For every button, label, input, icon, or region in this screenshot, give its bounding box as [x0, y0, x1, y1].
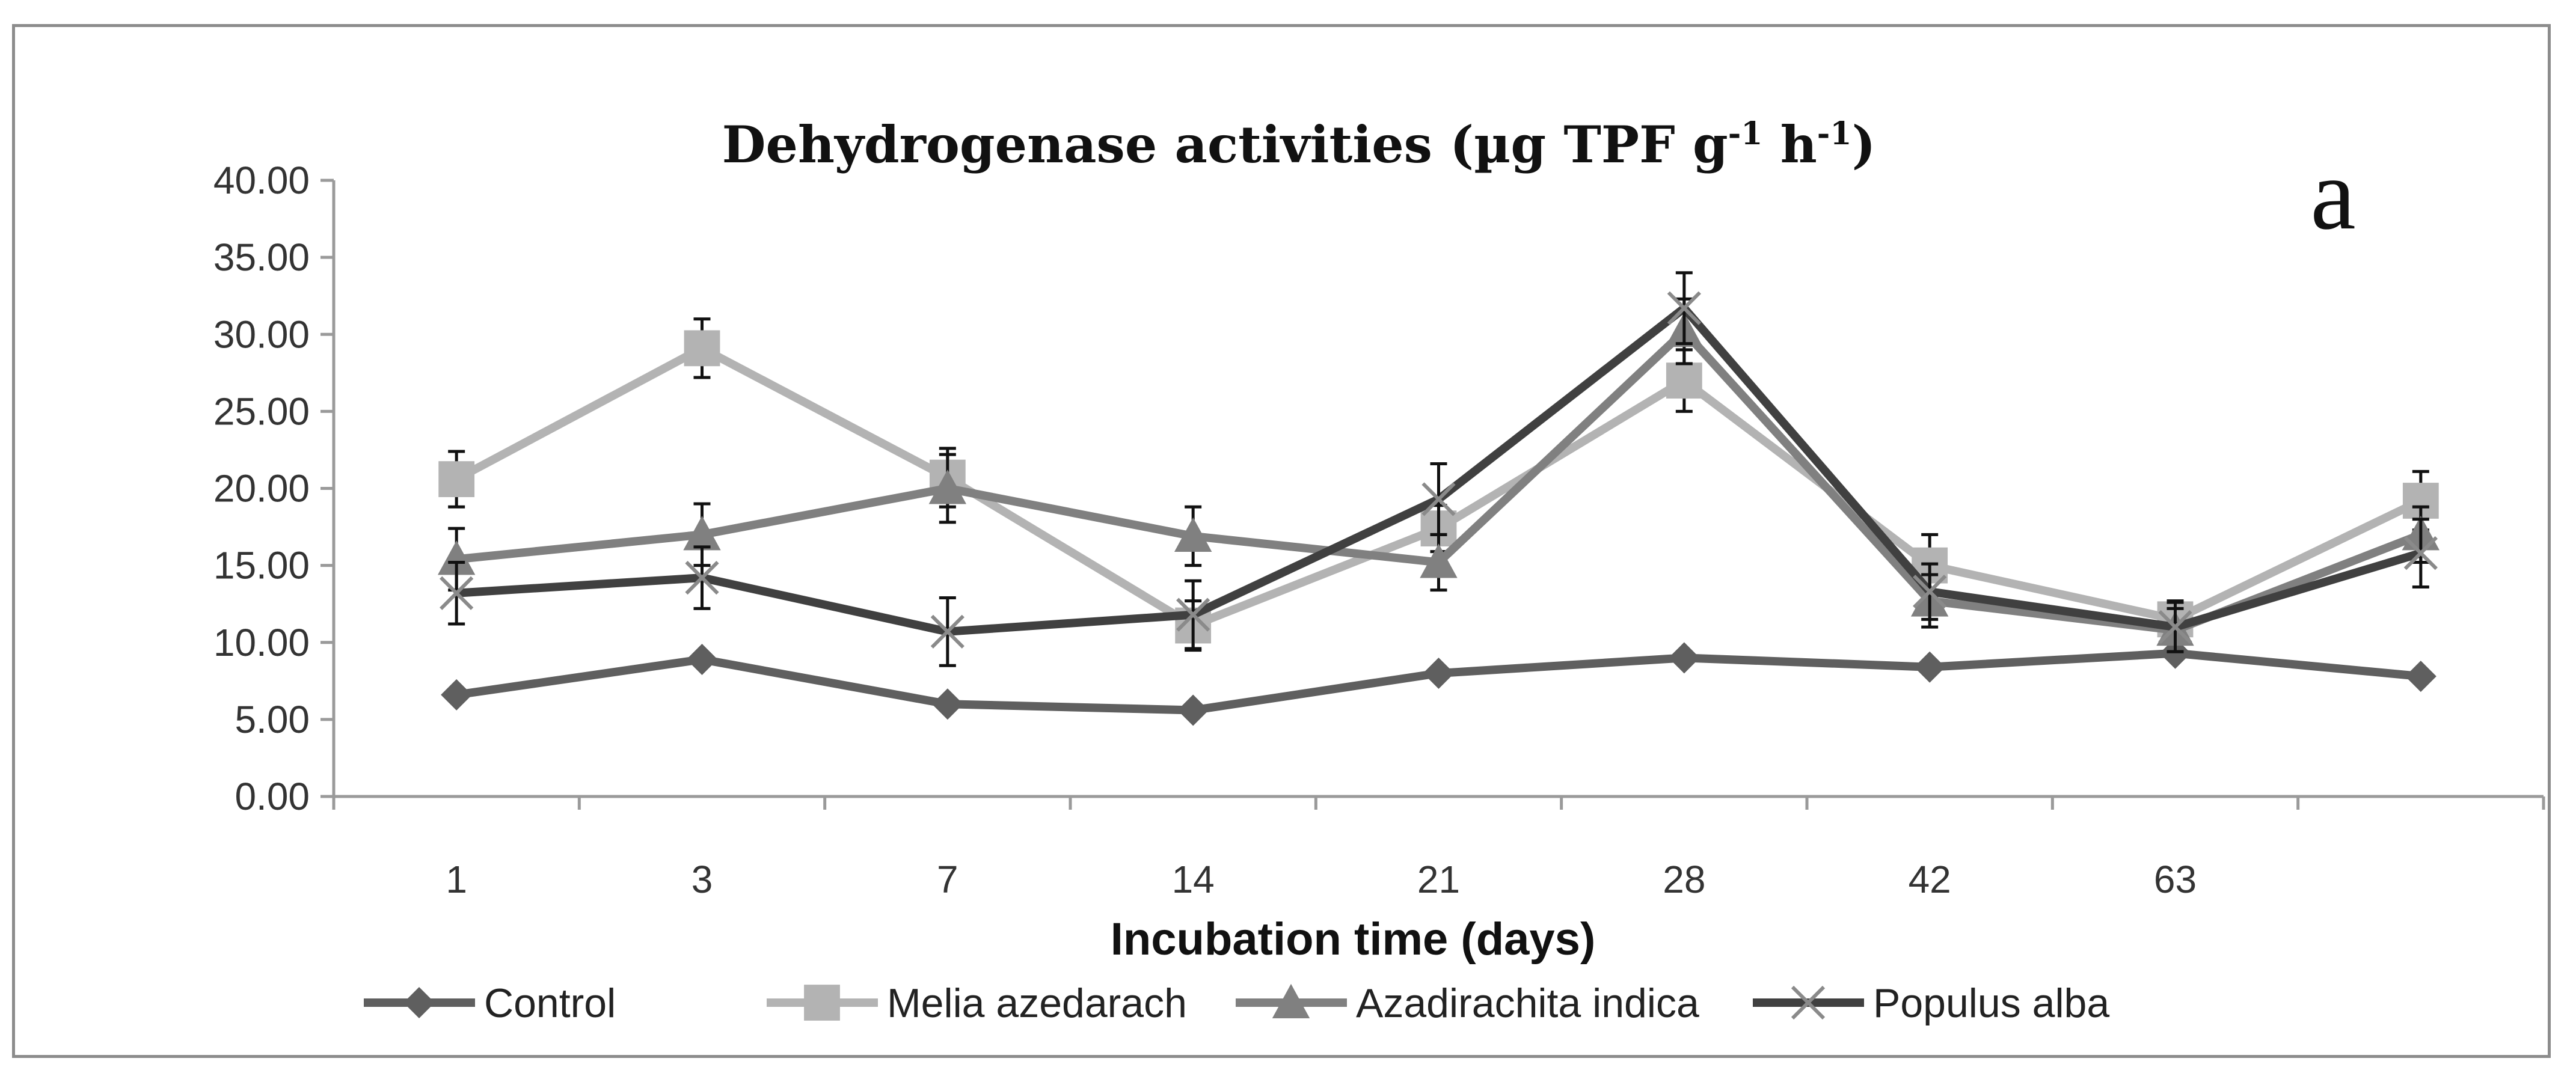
legend-label: Control [484, 980, 616, 1026]
data-point [684, 330, 720, 367]
legend-item: Azadirachita indica [1236, 980, 1699, 1026]
data-point [1421, 482, 1456, 516]
legend: Control Melia azedarach Azadirachita indic… [364, 980, 2109, 1026]
data-point [1420, 543, 1458, 578]
x-tick-label: 63 [2154, 858, 2197, 901]
data-point [1174, 517, 1212, 552]
data-point [2405, 661, 2436, 692]
y-tick-label: 40.00 [213, 159, 310, 202]
data-point [1423, 658, 1455, 689]
series-layer [437, 271, 2440, 726]
data-point [441, 679, 473, 711]
legend-marker [403, 987, 435, 1018]
series-control [441, 637, 2436, 726]
axes: 0.00 5.00 10.00 15.00 20.00 25.00 30.00 35.00 40… [213, 159, 2545, 901]
data-point [1667, 291, 1701, 325]
legend-label: Azadirachita indica [1356, 980, 1699, 1026]
y-tick-label: 35.00 [213, 236, 310, 279]
x-axis-label: Incubation time (days) [1111, 914, 1596, 965]
y-tick-label: 10.00 [213, 621, 310, 664]
y-tick-label: 0.00 [235, 775, 310, 818]
legend-label: Melia azedarach [887, 980, 1187, 1026]
legend-item: Melia azedarach [767, 980, 1187, 1026]
x-tick-label: 3 [692, 858, 713, 901]
data-point [1914, 651, 1946, 683]
data-point [685, 561, 719, 595]
panel-label: a [2310, 138, 2355, 251]
data-point [2158, 610, 2192, 644]
data-point [438, 461, 475, 498]
x-tick-label: 7 [937, 858, 958, 901]
x-tick-label: 1 [446, 858, 467, 901]
y-tick-label: 5.00 [235, 698, 310, 741]
y-tick-label: 20.00 [213, 467, 310, 510]
data-point [931, 688, 963, 720]
legend-marker [804, 985, 840, 1021]
data-point [2403, 536, 2438, 570]
data-point [1177, 694, 1209, 726]
y-tick-label: 30.00 [213, 313, 310, 356]
data-point [686, 643, 718, 675]
data-point [683, 516, 721, 551]
data-point [1176, 598, 1210, 632]
chart-frame [12, 24, 2551, 1058]
x-tick-label: 28 [1663, 858, 1705, 901]
data-point [928, 469, 967, 504]
data-point [1668, 642, 1700, 674]
y-tick-label: 25.00 [213, 390, 310, 433]
series-populus-alba [440, 271, 2438, 667]
data-point [930, 614, 964, 649]
legend-marker [1272, 983, 1310, 1018]
x-tick-label: 14 [1172, 858, 1215, 901]
legend-item: Populus alba [1753, 980, 2109, 1026]
x-tick-label: 42 [1909, 858, 1951, 901]
x-tick-label: 21 [1417, 858, 1460, 901]
data-point [1913, 575, 1947, 609]
chart-title: Dehydrogenase activities (µg TPF g-1 h-1… [722, 115, 1876, 174]
legend-marker [1791, 985, 1826, 1020]
data-point [440, 576, 474, 610]
data-point [1666, 362, 1702, 399]
legend-label: Populus alba [1873, 980, 2109, 1026]
data-point [437, 540, 476, 575]
y-tick-label: 15.00 [213, 544, 310, 587]
legend-item: Control [364, 980, 616, 1026]
